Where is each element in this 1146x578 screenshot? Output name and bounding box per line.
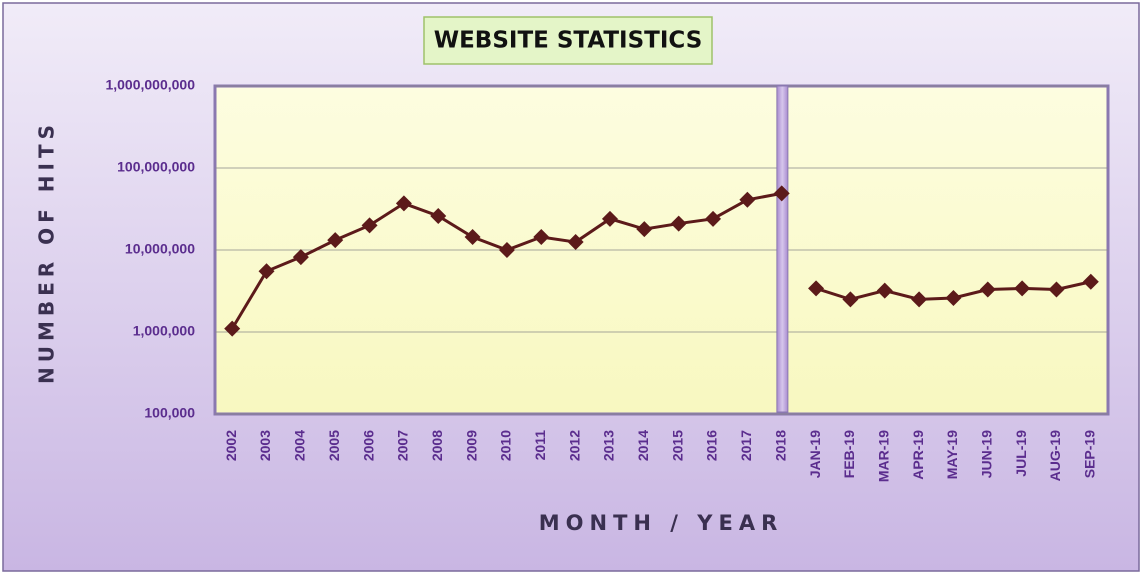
x-tick-label: MAY-19: [944, 430, 960, 480]
marker: [979, 281, 996, 298]
marker: [636, 221, 653, 238]
marker: [292, 249, 309, 266]
marker: [533, 229, 550, 246]
y-axis-title: NUMBER OF HITS: [35, 120, 59, 384]
x-tick-label: 2005: [326, 430, 342, 461]
marker: [464, 229, 481, 246]
marker: [739, 191, 756, 208]
marker: [395, 195, 412, 212]
x-tick-label: JUN-19: [978, 430, 994, 478]
x-tick-label: 2015: [669, 430, 685, 461]
x-tick-label: APR-19: [910, 430, 926, 480]
marker: [842, 291, 859, 308]
marker: [258, 263, 275, 280]
x-tick-label: 2010: [498, 430, 514, 461]
marker: [773, 185, 790, 202]
marker: [1048, 281, 1065, 298]
marker: [601, 210, 618, 227]
y-tick-label: 100,000,000: [117, 159, 195, 175]
marker: [670, 215, 687, 232]
y-tick-label: 10,000,000: [125, 241, 195, 257]
x-tick-label: 2006: [360, 430, 376, 461]
x-axis-title: MONTH / YEAR: [539, 511, 784, 535]
x-tick-label: FEB-19: [841, 430, 857, 478]
marker: [498, 242, 515, 258]
marker: [945, 289, 962, 306]
chart-title: WEBSITE STATISTICS: [434, 28, 703, 54]
x-tick-label: 2003: [257, 430, 273, 461]
x-tick-label: 2018: [772, 430, 788, 461]
x-tick-label: 2017: [738, 430, 754, 461]
marker: [224, 320, 241, 337]
y-tick-label: 1,000,000: [133, 323, 195, 339]
x-tick-label: AUG-19: [1047, 430, 1063, 482]
y-tick-label: 1,000,000,000: [105, 77, 195, 93]
marker: [361, 217, 378, 234]
x-tick-label: 2004: [292, 430, 308, 461]
marker: [327, 232, 344, 249]
x-tick-label: 2011: [532, 430, 548, 461]
marker: [876, 282, 893, 299]
title-box: [423, 16, 713, 65]
marker: [1014, 280, 1031, 297]
x-tick-label: 2002: [223, 430, 239, 461]
x-tick-label: 2009: [463, 430, 479, 461]
x-tick-label: 2008: [429, 430, 445, 461]
marker: [430, 207, 447, 224]
series-separator: [776, 85, 789, 413]
y-tick-label: 100,000: [144, 405, 195, 421]
x-tick-label: JAN-19: [807, 430, 823, 478]
marker: [1082, 273, 1099, 290]
x-tick-label: MAR-19: [875, 430, 891, 482]
marker: [705, 210, 722, 227]
marker: [911, 291, 928, 308]
x-tick-label: 2012: [566, 430, 582, 461]
x-tick-label: 2007: [395, 430, 411, 461]
x-tick-label: 2016: [704, 430, 720, 461]
x-tick-label: JUL-19: [1013, 430, 1029, 477]
x-tick-label: SEP-19: [1082, 430, 1098, 478]
x-tick-label: 2013: [601, 430, 617, 461]
x-tick-label: 2014: [635, 430, 651, 461]
marker: [808, 280, 825, 297]
marker: [567, 234, 584, 251]
